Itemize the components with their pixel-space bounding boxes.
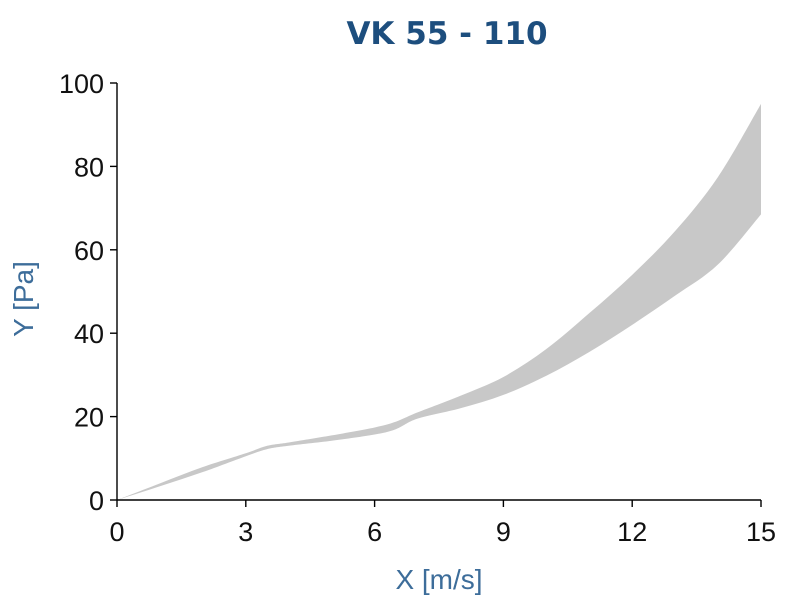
- y-tick-label: 60: [74, 236, 104, 266]
- y-tick-label: 0: [89, 486, 104, 516]
- y-tick-label: 80: [74, 152, 104, 182]
- x-tick-label: 12: [617, 517, 647, 547]
- y-tick-label: 20: [74, 403, 104, 433]
- y-axis-ticks: 0 20 40 60 80 100: [59, 69, 117, 516]
- x-tick-label: 9: [496, 517, 511, 547]
- chart-title: VK 55 - 110: [346, 16, 547, 52]
- x-tick-label: 0: [109, 517, 124, 547]
- y-tick-label: 100: [59, 69, 104, 99]
- x-tick-label: 15: [746, 517, 776, 547]
- y-tick-label: 40: [74, 319, 104, 349]
- x-axis-label: X [m/s]: [395, 564, 482, 595]
- x-axis-ticks: 0 3 6 9 12 15: [109, 500, 776, 547]
- y-axis-label: Y [Pa]: [8, 261, 39, 337]
- plot-area: [117, 103, 761, 500]
- x-tick-label: 6: [367, 517, 382, 547]
- data-band: [117, 103, 761, 500]
- x-tick-label: 3: [238, 517, 253, 547]
